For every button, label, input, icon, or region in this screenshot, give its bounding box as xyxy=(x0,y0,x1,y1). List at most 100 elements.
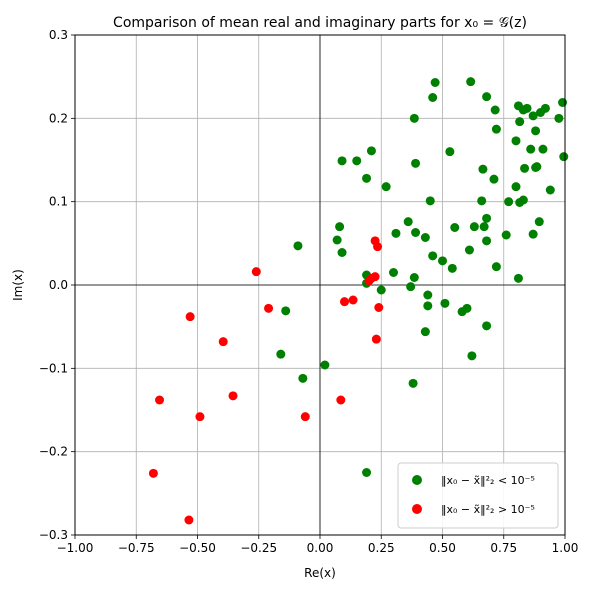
x-tick-label: 0.50 xyxy=(429,541,456,555)
y-tick-label: 0.0 xyxy=(49,278,68,292)
data-point xyxy=(335,222,345,232)
legend-label-not-converged: ‖x₀ − x̃‖²₂ > 10⁻⁵ xyxy=(441,503,535,516)
data-point xyxy=(337,156,347,166)
data-point xyxy=(520,163,530,173)
data-point xyxy=(428,93,438,102)
data-point xyxy=(462,303,472,313)
data-point xyxy=(440,298,450,308)
data-point xyxy=(374,303,384,312)
data-point xyxy=(352,156,362,166)
data-point xyxy=(482,213,492,223)
x-axis-ticks: −1.00 −0.75 −0.50 −0.25 0.00 0.25 0.50 0.75 1.00 xyxy=(57,535,579,555)
data-point xyxy=(491,124,501,134)
data-point xyxy=(464,245,474,255)
data-point xyxy=(366,146,376,156)
data-point xyxy=(376,285,386,295)
y-tick-label: −0.2 xyxy=(39,445,68,459)
data-point xyxy=(389,268,398,277)
y-axis-label: Im(x) xyxy=(11,269,25,301)
data-point xyxy=(423,290,433,300)
x-tick-label: −0.25 xyxy=(240,541,277,555)
data-point xyxy=(447,263,457,273)
legend-marker-not-converged xyxy=(412,504,422,514)
data-point xyxy=(408,378,418,388)
data-point xyxy=(540,103,550,113)
data-points xyxy=(148,77,569,525)
data-point xyxy=(148,468,158,478)
data-point xyxy=(411,228,421,237)
x-axis-label: Re(x) xyxy=(304,566,336,580)
x-tick-label: −1.00 xyxy=(57,541,94,555)
data-point xyxy=(264,303,274,313)
x-tick-label: 0.00 xyxy=(307,541,334,555)
data-point xyxy=(340,297,349,307)
data-point xyxy=(504,197,514,207)
data-point xyxy=(450,223,460,232)
data-point xyxy=(491,262,501,272)
data-point xyxy=(155,395,165,405)
data-point xyxy=(501,230,511,240)
data-point xyxy=(558,98,568,107)
data-point xyxy=(300,412,310,422)
data-point xyxy=(531,126,541,136)
data-point xyxy=(362,173,372,183)
series-1 xyxy=(148,236,384,525)
legend-marker-converged xyxy=(412,475,422,485)
data-point xyxy=(513,273,523,283)
data-point xyxy=(381,182,391,192)
data-point xyxy=(534,217,544,227)
data-point xyxy=(477,196,487,206)
data-point xyxy=(522,103,532,113)
data-point xyxy=(425,196,435,206)
data-point xyxy=(218,337,228,347)
data-point xyxy=(430,78,440,87)
data-point xyxy=(489,174,499,184)
data-point xyxy=(406,282,416,292)
data-point xyxy=(482,92,492,102)
data-point xyxy=(373,242,383,252)
y-tick-label: −0.1 xyxy=(39,361,68,375)
data-point xyxy=(281,306,291,316)
data-point xyxy=(195,412,205,422)
legend: ‖x₀ − x̃‖²₂ < 10⁻⁵ ‖x₀ − x̃‖²₂ > 10⁻⁵ xyxy=(397,462,559,529)
data-point xyxy=(409,273,419,282)
data-point xyxy=(532,162,542,172)
data-point xyxy=(371,334,381,344)
y-axis-ticks: −0.3 −0.2 −0.1 0.0 0.1 0.2 0.3 xyxy=(39,28,75,542)
data-point xyxy=(336,395,346,405)
data-point xyxy=(332,235,342,245)
data-point xyxy=(420,327,430,337)
data-point xyxy=(337,248,347,257)
data-point xyxy=(364,276,374,286)
data-point xyxy=(545,185,555,195)
x-tick-label: −0.50 xyxy=(179,541,216,555)
data-point xyxy=(348,295,358,305)
data-point xyxy=(469,222,479,232)
data-point xyxy=(293,241,303,251)
data-point xyxy=(185,312,195,322)
data-point xyxy=(420,233,430,242)
legend-box xyxy=(397,462,559,529)
data-point xyxy=(276,349,286,359)
y-tick-label: 0.1 xyxy=(49,195,68,209)
x-tick-label: −0.75 xyxy=(118,541,155,555)
data-point xyxy=(467,351,477,361)
y-tick-label: 0.3 xyxy=(49,28,68,42)
data-point xyxy=(403,217,413,227)
data-point xyxy=(411,158,421,168)
data-point xyxy=(298,373,308,383)
data-point xyxy=(466,77,476,87)
data-point xyxy=(515,117,525,127)
data-point xyxy=(479,222,489,232)
x-tick-label: 0.75 xyxy=(490,541,517,555)
data-point xyxy=(554,113,564,123)
legend-label-converged: ‖x₀ − x̃‖²₂ < 10⁻⁵ xyxy=(441,474,535,487)
chart-title: Comparison of mean real and imaginary pa… xyxy=(113,15,527,31)
data-point xyxy=(438,256,447,266)
zero-axis-lines xyxy=(75,35,565,535)
data-point xyxy=(478,164,488,174)
data-point xyxy=(511,136,521,146)
x-tick-label: 1.00 xyxy=(552,541,579,555)
data-point xyxy=(538,144,548,154)
